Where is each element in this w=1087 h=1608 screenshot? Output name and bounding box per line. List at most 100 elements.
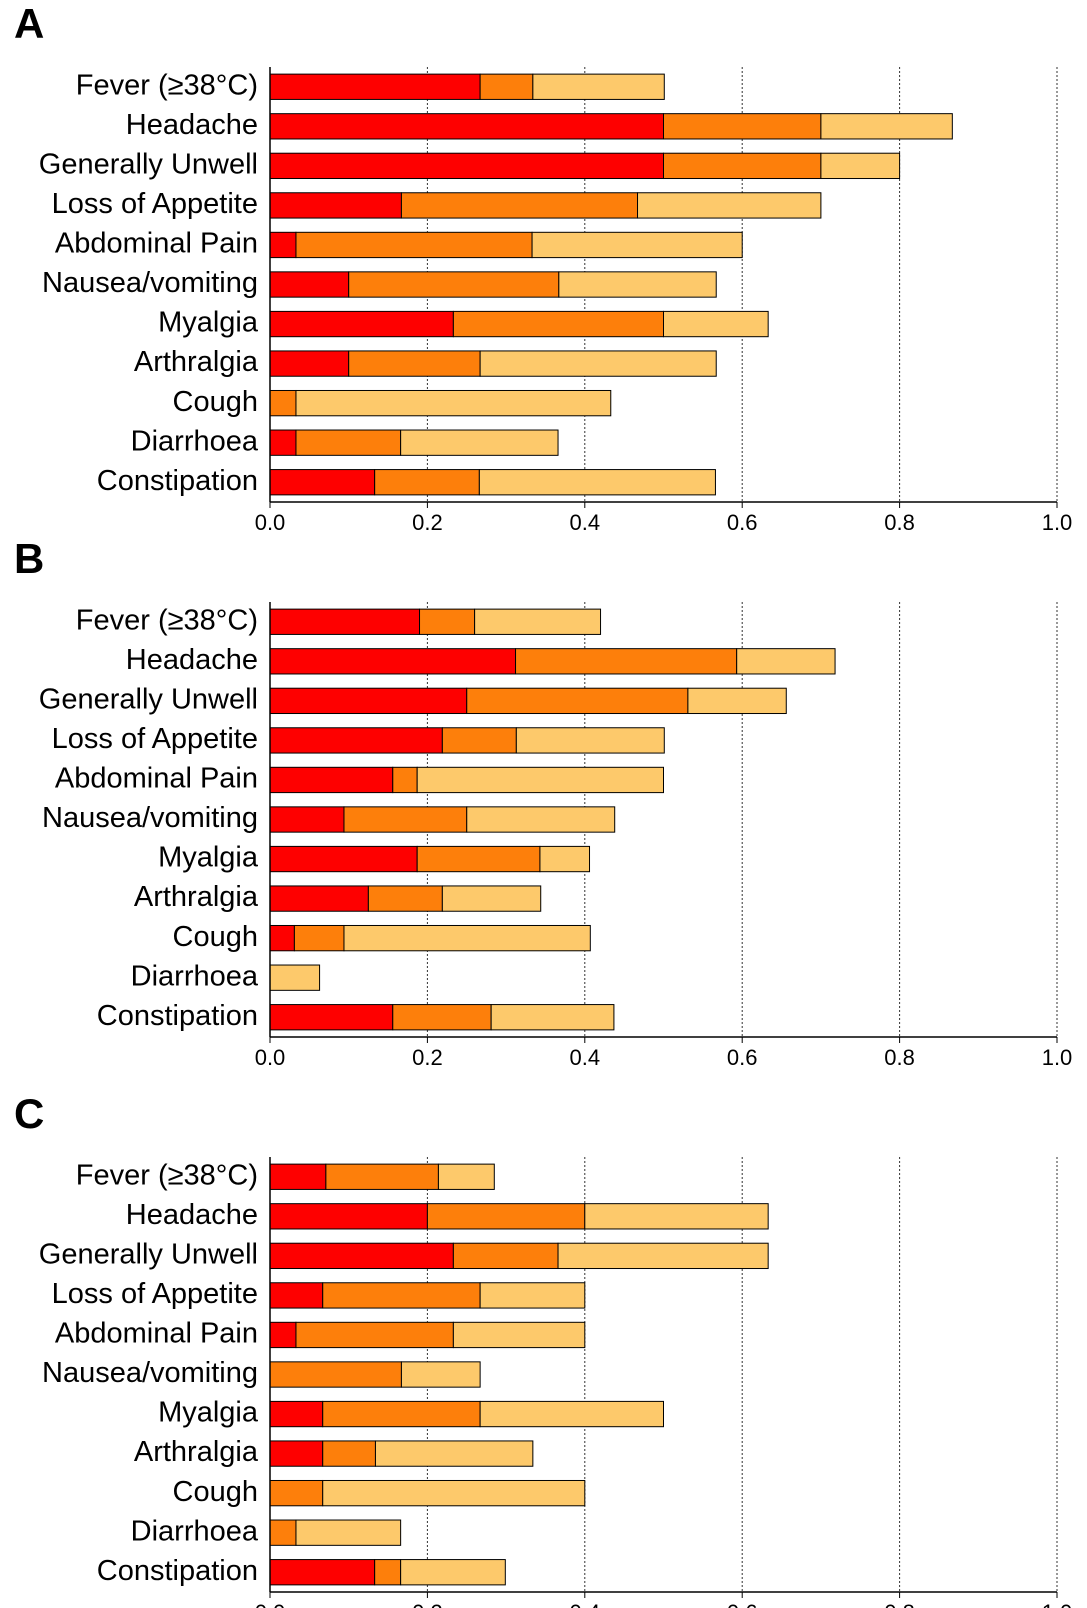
bar-segment <box>269 1400 324 1428</box>
x-tick-label: 0.6 <box>727 1045 758 1070</box>
bar-segment <box>400 1361 481 1388</box>
bar-segment <box>269 310 454 338</box>
bar-segment <box>269 73 481 100</box>
bar-segment <box>400 1559 506 1586</box>
y-tick-label: Arthralgia <box>134 1436 259 1468</box>
bar-segment <box>479 1400 664 1428</box>
bar-segment <box>736 648 836 675</box>
bar-segment <box>532 73 665 100</box>
bar-segment <box>269 964 321 991</box>
bar-segment <box>295 389 612 417</box>
y-tick-label: Abdominal Pain <box>55 1318 258 1350</box>
bar-segment <box>269 231 297 259</box>
bar-segment <box>322 1479 586 1507</box>
x-tick-label: 0.8 <box>884 1600 915 1608</box>
bar-segment <box>400 192 639 219</box>
y-tick-label: Headache <box>126 644 258 676</box>
y-tick-label: Loss of Appetite <box>52 1278 258 1310</box>
bar-segment <box>515 727 665 754</box>
bar-segment <box>637 192 822 219</box>
bar-segment <box>478 469 716 496</box>
x-tick-label: 0.2 <box>412 1600 443 1608</box>
bar-segment <box>269 429 297 456</box>
x-tick-label: 0.0 <box>255 510 286 535</box>
y-tick-label: Myalgia <box>158 842 259 874</box>
bar-segment <box>343 924 591 952</box>
bar-segment <box>322 1440 376 1467</box>
x-tick-label: 1.0 <box>1042 1600 1073 1608</box>
y-tick-label: Diarrhoea <box>131 425 259 457</box>
y-tick-label: Diarrhoea <box>131 960 259 992</box>
bar-segment <box>452 1242 559 1270</box>
bar-segment <box>269 608 421 635</box>
x-tick-label: 0.0 <box>255 1045 286 1070</box>
panel-label: A <box>14 0 44 47</box>
bar-segment <box>269 1203 428 1230</box>
x-tick-label: 0.4 <box>570 1045 601 1070</box>
y-tick-label: Constipation <box>97 1000 258 1032</box>
bar-segment <box>269 1163 327 1190</box>
bar-segment <box>269 389 297 417</box>
y-tick-label: Nausea/vomiting <box>42 1357 258 1389</box>
panel-label: B <box>14 535 44 582</box>
bar-segment <box>269 469 376 496</box>
x-tick-label: 0.6 <box>727 510 758 535</box>
y-tick-label: Cough <box>173 921 258 953</box>
bar-segment <box>269 727 443 754</box>
bar-segment <box>269 350 350 377</box>
bar-segment <box>348 350 481 377</box>
bar-segment <box>687 687 787 715</box>
y-tick-label: Nausea/vomiting <box>42 802 258 834</box>
bar-segment <box>452 310 664 338</box>
bar-segment <box>466 806 616 833</box>
y-tick-label: Generally Unwell <box>39 1239 258 1271</box>
y-tick-label: Generally Unwell <box>39 684 258 716</box>
x-tick-label: 1.0 <box>1042 1045 1073 1070</box>
bar-segment <box>479 350 717 377</box>
x-tick-label: 1.0 <box>1042 510 1073 535</box>
bar-segment <box>293 924 345 952</box>
y-tick-label: Generally Unwell <box>39 149 258 181</box>
bar-segment <box>490 1004 615 1031</box>
bar-segment <box>269 1282 324 1309</box>
bar-segment <box>392 766 418 794</box>
bar-segment <box>322 1282 481 1309</box>
x-tick-label: 0.6 <box>727 1600 758 1608</box>
x-tick-label: 0.4 <box>570 510 601 535</box>
y-tick-label: Headache <box>126 109 258 141</box>
bar-segment <box>269 1559 376 1586</box>
bar-segment <box>269 1519 297 1546</box>
bar-segment <box>295 1321 454 1349</box>
bar-segment <box>269 924 295 952</box>
x-tick-label: 0.2 <box>412 1045 443 1070</box>
bar-segment <box>269 687 468 715</box>
bar-segment <box>269 806 345 833</box>
bar-segment <box>269 1321 297 1349</box>
bar-segment <box>269 648 517 675</box>
y-tick-label: Cough <box>173 386 258 418</box>
y-tick-label: Fever (≥38°C) <box>76 604 258 636</box>
y-tick-label: Nausea/vomiting <box>42 267 258 299</box>
bar-segment <box>466 687 689 715</box>
bar-segment <box>479 73 534 100</box>
bar-segment <box>269 1479 324 1507</box>
bar-segment <box>367 885 443 912</box>
bar-segment <box>325 1163 439 1190</box>
bar-segment <box>452 1321 586 1349</box>
bar-segment <box>269 152 664 180</box>
bar-segment <box>820 113 953 140</box>
bar-segment <box>400 429 559 456</box>
bar-segment <box>474 608 602 635</box>
bar-segment <box>426 1203 586 1230</box>
bar-segment <box>558 271 717 298</box>
bar-segment <box>441 885 542 912</box>
bar-segment <box>322 1400 481 1428</box>
bar-segment <box>269 1361 402 1388</box>
bar-segment <box>515 648 738 675</box>
y-tick-label: Diarrhoea <box>131 1515 259 1547</box>
bar-segment <box>295 1519 402 1546</box>
y-tick-label: Headache <box>126 1199 258 1231</box>
bar-segment <box>374 1440 534 1467</box>
bar-segment <box>269 271 350 298</box>
y-tick-label: Abdominal Pain <box>55 228 258 260</box>
